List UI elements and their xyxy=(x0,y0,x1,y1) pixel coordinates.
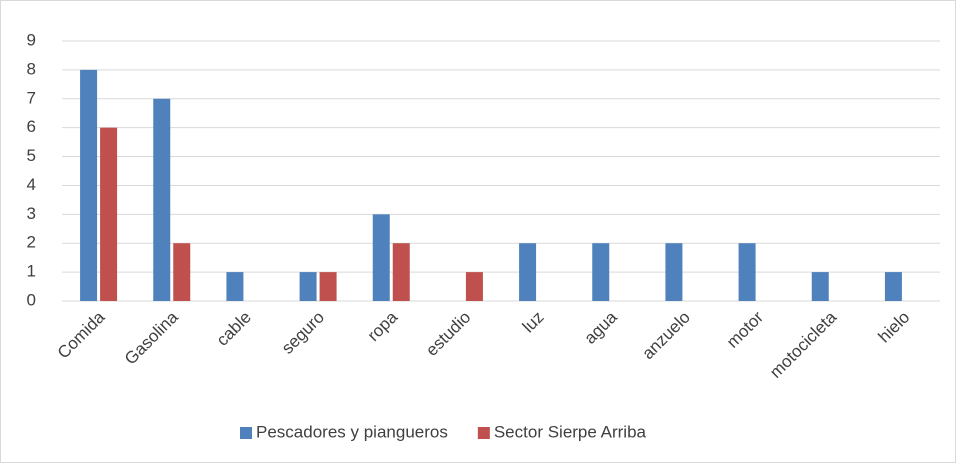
bar xyxy=(738,243,756,301)
bar xyxy=(173,243,191,301)
legend-label: Pescadores y piangueros xyxy=(256,422,448,441)
bar xyxy=(392,243,410,301)
y-tick-label: 8 xyxy=(27,59,36,78)
y-tick-label: 5 xyxy=(27,146,36,165)
bar xyxy=(519,243,537,301)
bar xyxy=(100,127,118,302)
y-tick-label: 3 xyxy=(27,204,36,223)
y-tick-label: 0 xyxy=(27,290,36,309)
bar xyxy=(665,243,683,301)
legend-swatch xyxy=(240,427,252,439)
bar xyxy=(811,272,829,301)
y-tick-label: 4 xyxy=(27,175,36,194)
y-tick-label: 7 xyxy=(27,88,36,107)
bar xyxy=(226,272,244,301)
legend-swatch xyxy=(477,427,490,439)
y-tick-label: 1 xyxy=(27,262,36,281)
legend-label: Sector Sierpe Arriba xyxy=(494,422,647,441)
bar xyxy=(884,272,902,301)
y-tick-label: 9 xyxy=(27,30,36,49)
y-tick-label: 6 xyxy=(27,117,36,136)
bar xyxy=(465,272,483,301)
bar xyxy=(319,272,337,301)
bar xyxy=(592,243,610,301)
bar xyxy=(372,214,390,301)
bar xyxy=(153,98,171,302)
bar xyxy=(299,272,317,301)
bar xyxy=(80,69,98,301)
y-tick-label: 2 xyxy=(27,233,36,252)
